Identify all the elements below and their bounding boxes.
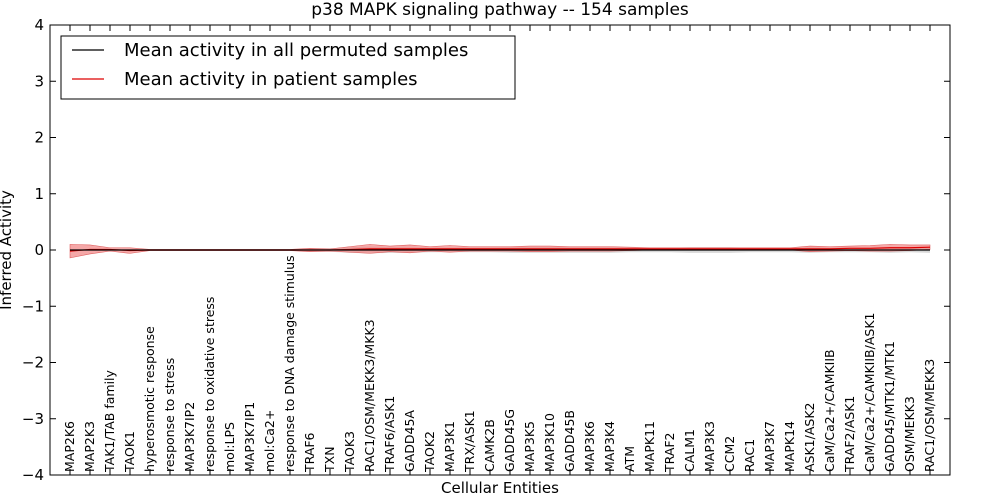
x-category-label: OSM/MEKK3 — [902, 396, 917, 472]
x-category-label: MAP3K7IP2 — [182, 402, 197, 472]
x-category-label: ATM — [622, 446, 637, 472]
y-tick-label: −3 — [22, 410, 44, 428]
x-category-label: MAP3K10 — [542, 413, 557, 472]
y-tick-label: 3 — [34, 72, 44, 90]
x-category-label: RAC1/OSM/MEKK3/MKK3 — [362, 319, 377, 472]
x-category-label: MAP3K5 — [522, 421, 537, 472]
x-category-label: TXN — [322, 446, 337, 473]
x-category-label: mol:LPS — [222, 422, 237, 472]
x-category-label: GADD45G — [502, 409, 517, 472]
x-category-label: TRAF2 — [662, 432, 677, 473]
x-category-label: MAP2K6 — [62, 421, 77, 472]
x-category-label: TRX/ASK1 — [462, 410, 477, 473]
y-axis-title: Inferred Activity — [0, 190, 15, 310]
x-category-label: CAMK2B — [482, 419, 497, 472]
x-category-label: ASK1/ASK2 — [802, 403, 817, 472]
legend-patient-label: Mean activity in patient samples — [124, 69, 418, 90]
legend-box — [60, 35, 516, 100]
x-category-label: MAP3K6 — [582, 421, 597, 472]
x-category-label: response to stress — [162, 358, 177, 472]
x-category-label: RAC1 — [742, 439, 757, 472]
x-category-label: TAOK1 — [122, 431, 137, 473]
y-tick-label: 0 — [34, 241, 44, 259]
y-tick-label: −4 — [22, 466, 44, 484]
x-category-label: RAC1/OSM/MEKK3 — [922, 359, 937, 472]
x-category-label: response to DNA damage stimulus — [282, 255, 297, 472]
x-category-label: CaM/Ca2+/CAMKIIB/ASK1 — [862, 313, 877, 472]
y-axis: 4 3 2 1 0 −1 −2 −3 −4 — [22, 16, 950, 484]
x-category-label: CaM/Ca2+/CAMKIIB — [822, 349, 837, 472]
x-category-label: MAPK11 — [642, 421, 657, 472]
x-category-label: MAP3K3 — [702, 421, 717, 472]
x-axis-title: Cellular Entities — [441, 479, 559, 497]
y-tick-label: 1 — [34, 185, 44, 203]
x-category-label: MAPK14 — [782, 421, 797, 472]
x-category-label: MAP3K4 — [602, 421, 617, 472]
y-tick-label: 2 — [34, 129, 44, 147]
x-category-label: TAOK2 — [422, 431, 437, 473]
x-category-label: MAP3K1 — [442, 421, 457, 472]
x-category-label: TRAF2/ASK1 — [842, 396, 857, 473]
x-category-label: response to oxidative stress — [202, 297, 217, 472]
legend: Mean activity in all permuted samples Me… — [60, 35, 516, 100]
x-category-label: CCM2 — [722, 436, 737, 472]
y-tick-label: −1 — [22, 297, 44, 315]
y-tick-label: 4 — [34, 16, 44, 34]
y-tick-label: −2 — [22, 354, 44, 372]
series-lines — [69, 246, 931, 252]
chart-title: p38 MAPK signaling pathway -- 154 sample… — [311, 0, 689, 20]
x-category-label: TRAF6 — [302, 432, 317, 473]
x-category-label: TAOK3 — [342, 431, 357, 473]
x-axis: MAP2K6 MAP2K3 TAK1/TAB family TAOK1 hyperosm… — [62, 25, 937, 475]
x-category-label: MAP2K3 — [82, 421, 97, 472]
x-category-label: TRAF6/ASK1 — [382, 396, 397, 473]
x-category-label: CALM1 — [682, 429, 697, 472]
x-category-label: TAK1/TAB family — [102, 369, 117, 473]
x-category-label: mol:Ca2+ — [262, 410, 277, 472]
legend-permuted-label: Mean activity in all permuted samples — [124, 40, 468, 61]
x-category-label: MAP3K7 — [762, 421, 777, 472]
x-category-label: MAP3K7IP1 — [242, 402, 257, 472]
x-category-label: GADD45B — [562, 410, 577, 472]
x-category-label: GADD45/MTK1/MTK1 — [882, 341, 897, 472]
x-category-label: hyperosmotic response — [142, 326, 157, 472]
x-category-label: GADD45A — [402, 410, 417, 472]
